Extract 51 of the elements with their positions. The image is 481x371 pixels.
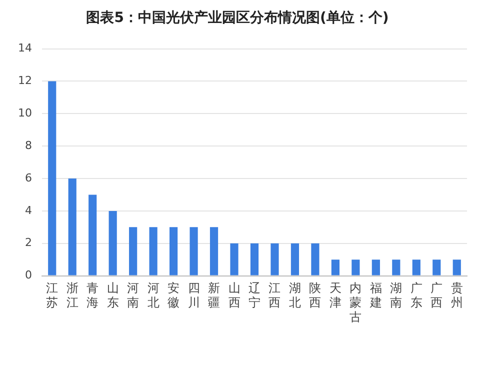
x-tick-label: 湖南 bbox=[390, 281, 402, 310]
bar bbox=[129, 227, 138, 276]
x-tick-label: 江西 bbox=[268, 281, 281, 310]
y-tick-label: 14 bbox=[18, 42, 32, 55]
y-tick-label: 10 bbox=[18, 106, 32, 120]
bar bbox=[170, 227, 178, 276]
bar bbox=[68, 178, 76, 276]
x-tick-label: 贵州 bbox=[450, 281, 463, 310]
x-tick-label: 青海 bbox=[86, 281, 99, 310]
x-tick-label: 内蒙古 bbox=[350, 281, 362, 324]
x-tick-label: 山东 bbox=[106, 281, 119, 310]
bar bbox=[48, 81, 56, 276]
bar bbox=[149, 227, 158, 276]
bar bbox=[311, 243, 320, 276]
x-tick-label: 浙江 bbox=[66, 281, 78, 310]
x-tick-label: 湖北 bbox=[288, 281, 301, 310]
bar bbox=[412, 260, 420, 276]
y-tick-label: 6 bbox=[24, 171, 32, 184]
y-tick-label: 12 bbox=[18, 74, 32, 88]
bar bbox=[392, 260, 400, 276]
y-tick-label: 8 bbox=[24, 138, 32, 152]
bar bbox=[331, 260, 340, 276]
bar bbox=[352, 260, 360, 276]
chart-title: 图表5：中国光伏产业园区分布情况图(单位：个) bbox=[86, 9, 389, 26]
bar bbox=[452, 260, 461, 276]
bar bbox=[270, 243, 279, 276]
bar bbox=[250, 243, 259, 276]
bar bbox=[432, 260, 441, 276]
y-tick-label: 2 bbox=[24, 236, 32, 250]
x-tick-label: 广西 bbox=[430, 281, 443, 310]
bar bbox=[230, 243, 238, 276]
x-tick-label: 新疆 bbox=[208, 281, 220, 310]
bar bbox=[290, 243, 300, 276]
bar bbox=[210, 227, 218, 276]
x-tick-label: 河南 bbox=[127, 281, 140, 310]
x-tick-label: 山西 bbox=[228, 281, 240, 310]
x-tick-label: 四川 bbox=[188, 281, 200, 310]
x-tick-label: 陕西 bbox=[309, 281, 322, 310]
x-tick-label: 广东 bbox=[410, 281, 422, 310]
y-tick-label: 4 bbox=[24, 204, 32, 217]
bar bbox=[190, 227, 198, 276]
bar bbox=[108, 210, 117, 276]
x-tick-label: 江苏 bbox=[46, 281, 58, 310]
x-tick-label: 安徽 bbox=[168, 281, 180, 310]
x-tick-label: 辽宁 bbox=[248, 281, 260, 310]
bar bbox=[372, 260, 380, 276]
y-tick-label: 0 bbox=[24, 268, 32, 282]
x-tick-label: 河北 bbox=[147, 281, 160, 310]
x-tick-label: 天津 bbox=[329, 281, 342, 310]
x-tick-label: 福建 bbox=[368, 281, 382, 310]
bar bbox=[88, 194, 97, 276]
